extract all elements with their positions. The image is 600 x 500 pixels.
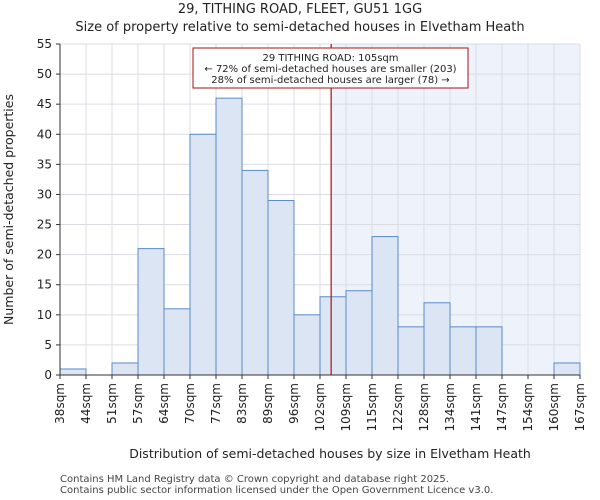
y-tick-label: 25 <box>37 218 52 232</box>
x-tick-label: 96sqm <box>287 383 301 424</box>
histogram-bar <box>111 362 139 376</box>
y-tick-label: 50 <box>37 67 52 81</box>
y-axis-title: Number of semi-detached properties <box>1 94 16 325</box>
y-tick-label: 55 <box>37 37 52 51</box>
histogram-bar <box>215 97 243 376</box>
histogram-bar <box>189 133 217 376</box>
y-tick-label: 20 <box>37 248 52 262</box>
y-tick-label: 10 <box>37 308 52 322</box>
x-tick-label: 115sqm <box>365 383 379 431</box>
y-tick-label: 45 <box>37 97 52 111</box>
x-tick-label: 147sqm <box>495 383 509 431</box>
y-tick-label: 0 <box>44 368 52 382</box>
histogram-bar <box>267 199 295 376</box>
histogram-bar <box>293 314 321 376</box>
annotation-box <box>192 47 469 89</box>
x-tick-label: 83sqm <box>235 383 249 424</box>
histogram-bar <box>475 326 503 376</box>
histogram-bar <box>553 362 581 376</box>
histogram-bar <box>423 302 451 376</box>
x-axis-title: Distribution of semi-detached houses by … <box>129 446 531 461</box>
x-tick-label: 167sqm <box>573 383 587 431</box>
x-tick-label: 102sqm <box>313 383 327 431</box>
x-tick-label: 51sqm <box>105 383 119 424</box>
histogram-chart: 0 5 10 15 20 25 30 35 40 45 50 55 38sqm 44sqm 51sqm 57s… <box>1 37 587 461</box>
y-tick-label: 40 <box>37 127 52 141</box>
x-tick-label: 109sqm <box>339 383 353 431</box>
x-tick-label: 141sqm <box>469 383 483 431</box>
histogram-bar <box>319 296 347 376</box>
annotation-line: 28% of semi-detached houses are larger (… <box>211 75 449 86</box>
x-tick-label: 44sqm <box>79 383 93 424</box>
x-tick-label: 64sqm <box>157 383 171 424</box>
y-tick-label: 30 <box>37 187 52 201</box>
y-tick-label: 15 <box>37 278 52 292</box>
histogram-bar <box>163 308 191 376</box>
histogram-bar <box>345 290 373 376</box>
x-tick-label: 38sqm <box>53 383 67 424</box>
annotation-line: ← 72% of semi-detached houses are smalle… <box>204 64 456 75</box>
y-tick-label: 5 <box>44 338 52 352</box>
annotation-line: 29 TITHING ROAD: 105sqm <box>262 53 398 64</box>
x-tick-label: 70sqm <box>183 383 197 424</box>
x-tick-label: 154sqm <box>521 383 535 431</box>
x-tick-label: 122sqm <box>391 383 405 431</box>
histogram-bar <box>449 326 477 376</box>
histogram-bar <box>241 169 269 376</box>
histogram-bar <box>59 368 87 376</box>
histogram-bar <box>397 326 425 376</box>
histogram-bar <box>371 236 399 376</box>
x-tick-label: 160sqm <box>547 383 561 431</box>
chart-title: 29, TITHING ROAD, FLEET, GU51 1GG <box>177 2 423 17</box>
x-tick-label: 134sqm <box>443 383 457 431</box>
footer-line-1: Contains HM Land Registry data © Crown c… <box>60 474 449 485</box>
x-tick-label: 57sqm <box>131 383 145 424</box>
y-tick-label: 35 <box>37 157 52 171</box>
footer-line-2: Contains public sector information licen… <box>60 485 494 496</box>
x-tick-label: 77sqm <box>209 383 223 424</box>
x-tick-label: 89sqm <box>261 383 275 424</box>
chart-subtitle: Size of property relative to semi-detach… <box>75 20 525 35</box>
histogram-bar <box>137 248 165 376</box>
x-tick-label: 128sqm <box>417 383 431 431</box>
